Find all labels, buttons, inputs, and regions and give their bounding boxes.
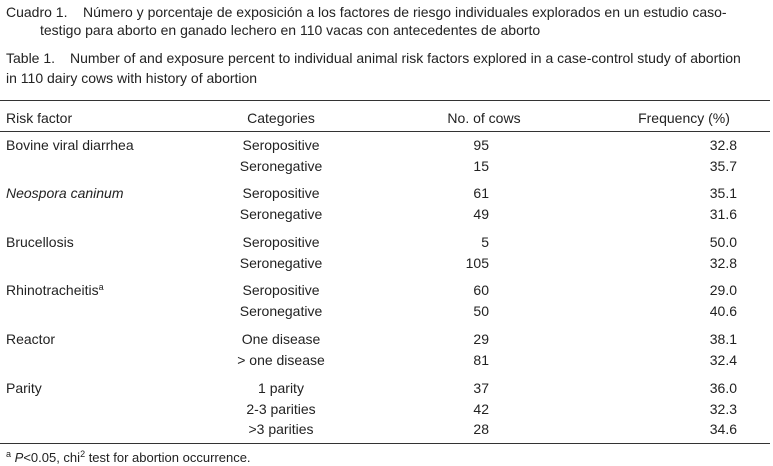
risk-factor: Rhinotracheitis — [6, 282, 99, 298]
frequency-cell: 32.8 — [709, 254, 737, 271]
english-caption-label: Table 1. — [6, 50, 56, 66]
risk-factor: Neospora caninum — [6, 185, 124, 201]
header-cell: Risk factor — [6, 110, 73, 126]
frequency-cell: 50.0 — [709, 234, 737, 250]
frequency-cell: 32.4 — [709, 351, 737, 368]
english-caption-line: Number of and exposure percent to indivi… — [70, 50, 741, 66]
category-cell: Seropositive — [242, 282, 320, 298]
header-cell: Categories — [247, 110, 315, 126]
category-cell: > one disease — [237, 351, 325, 368]
category-cell: Seronegative — [239, 254, 323, 271]
spanish-caption-label: Cuadro 1. — [6, 4, 68, 20]
category-cell: Seropositive — [242, 185, 320, 201]
category-cell: 2-3 parities — [246, 400, 316, 417]
frequency-cell: 36.0 — [709, 380, 737, 396]
footnote-text: test for abortion occurrence. — [85, 450, 251, 465]
cows-cell: 5 — [481, 234, 489, 250]
cows-cell: 28 — [473, 421, 489, 438]
risk-factor-cell: Rhinotracheitisa — [6, 281, 104, 299]
cows-cell: 95 — [473, 137, 489, 153]
frequency-cell: 29.0 — [709, 282, 737, 298]
category-cell: Seropositive — [242, 137, 320, 153]
cows-cell: 49 — [473, 205, 489, 222]
risk-factor-cell: Reactor — [6, 330, 55, 348]
risk-factor-cell: Brucellosis — [6, 233, 74, 251]
spanish-caption-line: Número y porcentaje de exposición a los … — [83, 4, 727, 20]
frequency-cell: 32.8 — [709, 137, 737, 153]
risk-factor-cell: Neospora caninum — [6, 184, 124, 202]
footnote-mark: a — [6, 449, 12, 459]
risk-factor: Parity — [6, 380, 42, 396]
category-cell: Seronegative — [239, 302, 323, 319]
frequency-cell: 35.1 — [709, 185, 737, 201]
category-cell: 1 parity — [258, 380, 304, 396]
footnote-superscript: 2 — [80, 449, 86, 459]
frequency-cell: 38.1 — [709, 331, 737, 347]
risk-factor: Reactor — [6, 331, 56, 347]
category-cell: >3 parities — [248, 421, 314, 438]
category-cell: One disease — [241, 331, 321, 347]
cows-cell: 61 — [473, 185, 489, 201]
cows-cell: 42 — [473, 400, 489, 417]
cows-cell: 50 — [473, 302, 489, 319]
english-caption-line: in 110 dairy cows with history of aborti… — [6, 70, 258, 86]
spanish-caption-line: testigo para aborto en ganado lechero en… — [40, 22, 541, 38]
risk-factor: Bovine viral diarrhea — [6, 137, 134, 153]
footnote: a P<0.05, chi2 test for abortion occurre… — [6, 449, 251, 466]
top-rule — [0, 100, 770, 101]
cows-cell: 29 — [473, 331, 489, 347]
bottom-rule — [0, 443, 770, 444]
category-cell: Seronegative — [239, 205, 323, 222]
category-cell: Seronegative — [239, 157, 323, 174]
category-cell: Seropositive — [242, 234, 320, 250]
risk-factor-cell: Bovine viral diarrhea — [6, 136, 134, 154]
header-cell: No. of cows — [447, 110, 521, 126]
footnote-italic: P — [14, 450, 24, 465]
cows-cell: 37 — [473, 380, 489, 396]
risk-factor-cell: Parity — [6, 379, 42, 397]
frequency-cell: 31.6 — [709, 205, 737, 222]
header-cell: Frequency (%) — [638, 110, 730, 126]
frequency-cell: 34.6 — [709, 421, 737, 438]
frequency-cell: 32.3 — [709, 400, 737, 417]
frequency-cell: 35.7 — [709, 157, 737, 174]
cows-cell: 15 — [473, 157, 489, 174]
risk-factor: Brucellosis — [6, 234, 74, 250]
header-rule — [0, 131, 770, 132]
frequency-cell: 40.6 — [709, 302, 737, 319]
cows-cell: 60 — [473, 282, 489, 298]
footnote-text: <0.05, chi — [23, 450, 81, 465]
cows-cell: 81 — [473, 351, 489, 368]
cows-cell: 105 — [465, 254, 489, 271]
risk-factor-note: a — [98, 282, 104, 292]
